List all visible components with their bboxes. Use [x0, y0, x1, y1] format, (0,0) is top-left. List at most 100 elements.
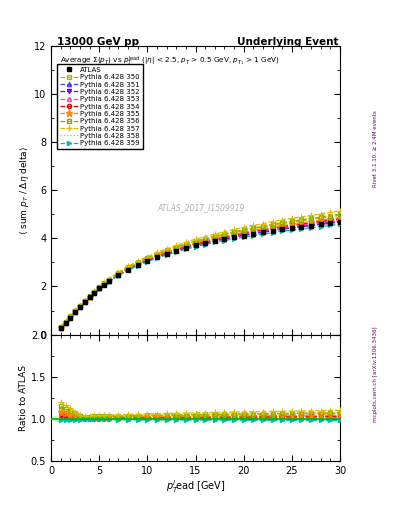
- Pythia 6.428 358: [63, 319, 68, 325]
- Pythia 6.428 353: [73, 309, 77, 315]
- Pythia 6.428 357: [328, 209, 333, 216]
- Pythia 6.428 353: [126, 266, 130, 272]
- Pythia 6.428 352: [126, 267, 130, 273]
- Pythia 6.428 350: [222, 231, 227, 238]
- Pythia 6.428 356: [145, 254, 150, 261]
- Pythia 6.428 354: [193, 241, 198, 247]
- Pythia 6.428 352: [261, 229, 265, 236]
- Line: Pythia 6.428 353: Pythia 6.428 353: [59, 218, 342, 330]
- Pythia 6.428 357: [83, 297, 87, 304]
- Pythia 6.428 355: [213, 235, 217, 241]
- Pythia 6.428 351: [299, 223, 304, 229]
- Pythia 6.428 351: [68, 314, 73, 321]
- Pythia 6.428 359: [309, 225, 314, 231]
- Pythia 6.428 359: [184, 246, 188, 252]
- Pythia 6.428 355: [289, 221, 294, 227]
- Pythia 6.428 358: [280, 220, 285, 226]
- Pythia 6.428 351: [309, 222, 314, 228]
- Text: Underlying Event: Underlying Event: [237, 37, 339, 47]
- Pythia 6.428 354: [203, 238, 208, 244]
- Pythia 6.428 354: [309, 220, 314, 226]
- Pythia 6.428 359: [213, 240, 217, 246]
- Pythia 6.428 356: [107, 276, 111, 283]
- Pythia 6.428 359: [92, 290, 97, 296]
- Pythia 6.428 351: [184, 244, 188, 250]
- Pythia 6.428 353: [318, 219, 323, 225]
- Pythia 6.428 358: [145, 254, 150, 261]
- Pythia 6.428 351: [83, 298, 87, 305]
- Pythia 6.428 354: [136, 261, 140, 267]
- Pythia 6.428 359: [116, 272, 121, 279]
- Pythia 6.428 353: [309, 221, 314, 227]
- Text: Rivet 3.1.10, ≥ 2.4M events: Rivet 3.1.10, ≥ 2.4M events: [373, 110, 378, 187]
- Pythia 6.428 359: [145, 259, 150, 265]
- Pythia 6.428 354: [232, 232, 237, 238]
- Pythia 6.428 358: [174, 244, 179, 250]
- Pythia 6.428 350: [63, 319, 68, 325]
- Pythia 6.428 355: [155, 252, 160, 259]
- Pythia 6.428 350: [203, 236, 208, 242]
- Pythia 6.428 357: [68, 313, 73, 319]
- Pythia 6.428 356: [270, 221, 275, 227]
- Pythia 6.428 355: [299, 220, 304, 226]
- Pythia 6.428 353: [289, 223, 294, 229]
- Pythia 6.428 353: [87, 294, 92, 300]
- Pythia 6.428 351: [92, 289, 97, 295]
- Y-axis label: $\langle$ sum $p_T$ / $\Delta\eta$ delta$\rangle$: $\langle$ sum $p_T$ / $\Delta\eta$ delta…: [18, 146, 31, 235]
- Text: mcplots.cern.ch [arXiv:1306.3436]: mcplots.cern.ch [arXiv:1306.3436]: [373, 326, 378, 421]
- Pythia 6.428 356: [241, 227, 246, 233]
- Pythia 6.428 352: [164, 251, 169, 257]
- Y-axis label: Ratio to ATLAS: Ratio to ATLAS: [19, 365, 28, 431]
- Pythia 6.428 351: [203, 240, 208, 246]
- Pythia 6.428 352: [63, 320, 68, 326]
- Pythia 6.428 352: [73, 309, 77, 315]
- Pythia 6.428 354: [184, 243, 188, 249]
- Pythia 6.428 354: [78, 304, 83, 310]
- Pythia 6.428 354: [107, 278, 111, 284]
- Pythia 6.428 359: [289, 227, 294, 233]
- Pythia 6.428 351: [145, 257, 150, 263]
- Pythia 6.428 350: [251, 226, 256, 232]
- Pythia 6.428 356: [299, 217, 304, 223]
- Pythia 6.428 352: [203, 240, 208, 246]
- Pythia 6.428 357: [87, 293, 92, 299]
- Pythia 6.428 357: [251, 222, 256, 228]
- Pythia 6.428 354: [92, 289, 97, 295]
- Pythia 6.428 356: [338, 211, 342, 217]
- Pythia 6.428 359: [299, 226, 304, 232]
- Pythia 6.428 354: [87, 293, 92, 300]
- Pythia 6.428 357: [203, 233, 208, 240]
- Pythia 6.428 359: [59, 325, 63, 331]
- Line: Pythia 6.428 351: Pythia 6.428 351: [59, 219, 342, 330]
- Pythia 6.428 350: [318, 215, 323, 221]
- Pythia 6.428 357: [73, 307, 77, 313]
- Pythia 6.428 353: [63, 319, 68, 326]
- Pythia 6.428 352: [328, 220, 333, 226]
- Pythia 6.428 358: [126, 264, 130, 270]
- Pythia 6.428 357: [241, 224, 246, 230]
- Pythia 6.428 352: [174, 248, 179, 254]
- Pythia 6.428 356: [68, 313, 73, 319]
- Pythia 6.428 358: [261, 223, 265, 229]
- Pythia 6.428 356: [73, 308, 77, 314]
- Pythia 6.428 358: [68, 313, 73, 319]
- Pythia 6.428 355: [222, 233, 227, 239]
- Pythia 6.428 355: [97, 285, 102, 291]
- Pythia 6.428 357: [78, 303, 83, 309]
- Pythia 6.428 355: [136, 260, 140, 266]
- Pythia 6.428 354: [289, 222, 294, 228]
- Pythia 6.428 353: [68, 314, 73, 321]
- Pythia 6.428 351: [289, 224, 294, 230]
- Pythia 6.428 356: [174, 244, 179, 250]
- Pythia 6.428 351: [280, 225, 285, 231]
- Pythia 6.428 355: [251, 227, 256, 233]
- Pythia 6.428 350: [213, 234, 217, 240]
- Line: Pythia 6.428 352: Pythia 6.428 352: [59, 220, 342, 330]
- Pythia 6.428 356: [184, 241, 188, 247]
- Pythia 6.428 354: [299, 221, 304, 227]
- Pythia 6.428 350: [145, 255, 150, 261]
- Pythia 6.428 351: [136, 262, 140, 268]
- Pythia 6.428 353: [97, 285, 102, 291]
- Pythia 6.428 354: [63, 319, 68, 326]
- Pythia 6.428 350: [102, 280, 107, 286]
